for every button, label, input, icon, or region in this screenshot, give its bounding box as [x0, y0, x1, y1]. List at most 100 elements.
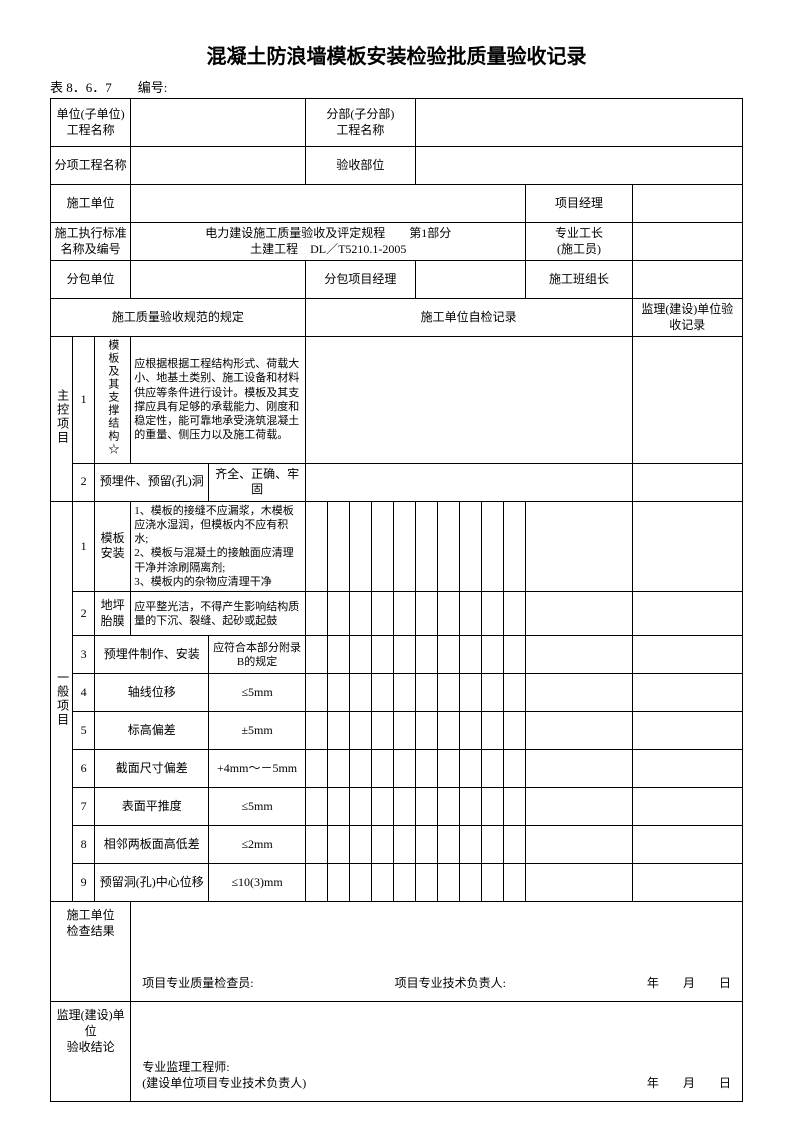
cell[interactable]: [438, 750, 460, 788]
cell[interactable]: [504, 750, 526, 788]
cell[interactable]: [327, 501, 349, 592]
cell[interactable]: [460, 788, 482, 826]
sup-result-area[interactable]: 专业监理工程师:(建设单位项目专业技术负责人) 年 月 日: [131, 1002, 743, 1102]
gen-9-self[interactable]: [526, 864, 632, 902]
gen-2-sup[interactable]: [632, 592, 742, 636]
cell[interactable]: [349, 864, 371, 902]
cell[interactable]: [504, 592, 526, 636]
val-subcon[interactable]: [131, 261, 305, 299]
cell[interactable]: [482, 750, 504, 788]
cell[interactable]: [371, 826, 393, 864]
cell[interactable]: [416, 864, 438, 902]
main-2-sup[interactable]: [632, 463, 742, 501]
gen-7-sup[interactable]: [632, 788, 742, 826]
cell[interactable]: [305, 674, 327, 712]
cell[interactable]: [504, 826, 526, 864]
cell[interactable]: [460, 750, 482, 788]
cell[interactable]: [482, 826, 504, 864]
cell[interactable]: [438, 826, 460, 864]
cell[interactable]: [504, 636, 526, 674]
cell[interactable]: [327, 826, 349, 864]
cell[interactable]: [327, 674, 349, 712]
val-item-proj[interactable]: [131, 147, 305, 185]
cell[interactable]: [438, 864, 460, 902]
cell[interactable]: [438, 712, 460, 750]
cell[interactable]: [327, 750, 349, 788]
gen-8-self[interactable]: [526, 826, 632, 864]
val-constr-unit[interactable]: [131, 185, 526, 223]
gen-2-self[interactable]: [526, 592, 632, 636]
cell[interactable]: [482, 864, 504, 902]
gen-7-self[interactable]: [526, 788, 632, 826]
cell[interactable]: [504, 674, 526, 712]
main-2-self[interactable]: [305, 463, 632, 501]
cell[interactable]: [460, 712, 482, 750]
cell[interactable]: [460, 592, 482, 636]
cell[interactable]: [482, 501, 504, 592]
cell[interactable]: [393, 636, 415, 674]
cell[interactable]: [416, 788, 438, 826]
cell[interactable]: [460, 674, 482, 712]
cell[interactable]: [460, 636, 482, 674]
cell[interactable]: [349, 674, 371, 712]
gen-4-sup[interactable]: [632, 674, 742, 712]
cell[interactable]: [393, 750, 415, 788]
cell[interactable]: [371, 674, 393, 712]
cell[interactable]: [416, 750, 438, 788]
cell[interactable]: [305, 750, 327, 788]
cell[interactable]: [349, 592, 371, 636]
cell[interactable]: [371, 501, 393, 592]
cell[interactable]: [438, 674, 460, 712]
cell[interactable]: [482, 788, 504, 826]
val-sub-proj[interactable]: [416, 99, 743, 147]
cell[interactable]: [371, 864, 393, 902]
cell[interactable]: [438, 501, 460, 592]
val-foreman[interactable]: [632, 223, 742, 261]
cell[interactable]: [504, 864, 526, 902]
cell[interactable]: [504, 712, 526, 750]
cell[interactable]: [416, 592, 438, 636]
cell[interactable]: [327, 636, 349, 674]
main-1-sup[interactable]: [632, 337, 742, 464]
cell[interactable]: [482, 674, 504, 712]
gen-6-self[interactable]: [526, 750, 632, 788]
cell[interactable]: [482, 712, 504, 750]
val-team[interactable]: [632, 261, 742, 299]
cell[interactable]: [460, 501, 482, 592]
cell[interactable]: [504, 501, 526, 592]
cell[interactable]: [371, 636, 393, 674]
cell[interactable]: [482, 636, 504, 674]
val-pm[interactable]: [632, 185, 742, 223]
val-accept-part[interactable]: [416, 147, 743, 185]
gen-5-sup[interactable]: [632, 712, 742, 750]
cell[interactable]: [349, 788, 371, 826]
gen-3-sup[interactable]: [632, 636, 742, 674]
cell[interactable]: [438, 636, 460, 674]
cell[interactable]: [305, 592, 327, 636]
cell[interactable]: [371, 788, 393, 826]
cell[interactable]: [371, 592, 393, 636]
cell[interactable]: [327, 788, 349, 826]
cell[interactable]: [305, 712, 327, 750]
cell[interactable]: [482, 592, 504, 636]
cell[interactable]: [305, 864, 327, 902]
cell[interactable]: [438, 788, 460, 826]
main-1-self[interactable]: [305, 337, 632, 464]
cell[interactable]: [416, 674, 438, 712]
cell[interactable]: [504, 788, 526, 826]
cell[interactable]: [460, 864, 482, 902]
cell[interactable]: [327, 592, 349, 636]
cell[interactable]: [327, 864, 349, 902]
cell[interactable]: [393, 592, 415, 636]
cell[interactable]: [416, 636, 438, 674]
gen-1-self[interactable]: [526, 501, 632, 592]
cell[interactable]: [349, 712, 371, 750]
cell[interactable]: [327, 712, 349, 750]
cell[interactable]: [371, 712, 393, 750]
gen-4-self[interactable]: [526, 674, 632, 712]
cell[interactable]: [416, 826, 438, 864]
cell[interactable]: [371, 750, 393, 788]
gen-5-self[interactable]: [526, 712, 632, 750]
cell[interactable]: [393, 788, 415, 826]
cell[interactable]: [305, 636, 327, 674]
